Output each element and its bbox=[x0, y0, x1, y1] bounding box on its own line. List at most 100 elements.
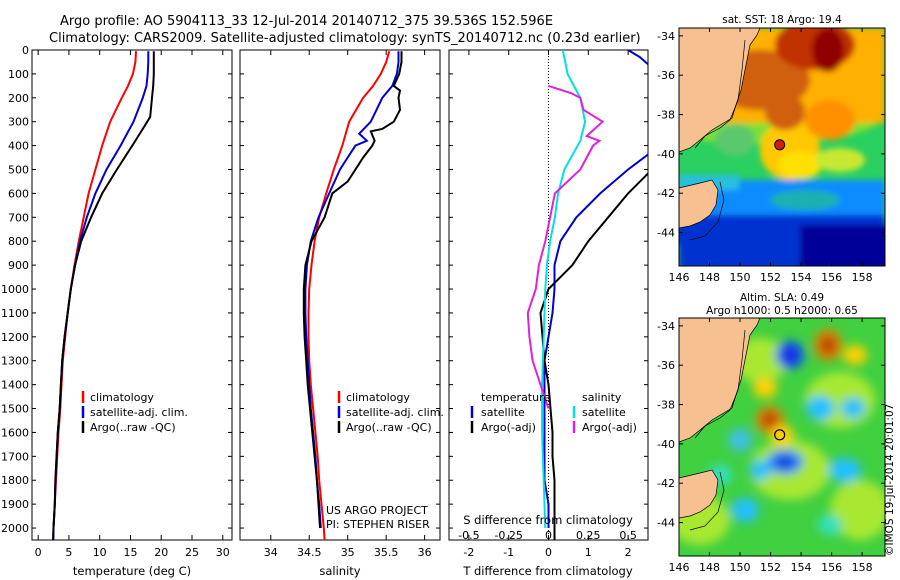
legend-satellite-adj: satellite-adj. clim. bbox=[90, 406, 188, 419]
temperature-xlabel: temperature (deg C) bbox=[73, 564, 191, 578]
sst_map-xtick-label: 158 bbox=[852, 271, 873, 284]
legend-t-satellite: satellite bbox=[481, 406, 525, 419]
imos-watermark: ©IMOS 19-Jul-2014 20:01:07 bbox=[884, 404, 896, 556]
difference-s-xtick-label: 0.5 bbox=[619, 529, 637, 542]
salinity-xtick-label: 36 bbox=[418, 546, 432, 559]
sla-contour bbox=[694, 329, 746, 439]
difference-lines bbox=[526, 50, 648, 540]
temperature-lines bbox=[52, 51, 155, 540]
difference-xtick-label: 2 bbox=[625, 546, 632, 559]
depth-tick-label: 900 bbox=[8, 259, 29, 272]
salinity-xtick-label: 35 bbox=[341, 546, 355, 559]
difference-xtick-label: -1 bbox=[503, 546, 514, 559]
difference-xlabel: T difference from climatology bbox=[462, 564, 633, 578]
temperature-xtick-label: 30 bbox=[216, 546, 230, 559]
depth-tick-label: 300 bbox=[8, 116, 29, 129]
sst_map-ytick-label: -36 bbox=[657, 69, 675, 82]
salinity-xtick-label: 34.5 bbox=[297, 546, 322, 559]
temperature-xtick-label: 5 bbox=[65, 546, 72, 559]
sst-map-title: sat. SST: 18 Argo: 19.4 bbox=[722, 14, 842, 26]
sla-map-title-line2: Argo h1000: 0.5 h2000: 0.65 bbox=[706, 305, 858, 317]
legend-t-argo: Argo(-adj) bbox=[481, 421, 536, 434]
sst_map-xtick-label: 152 bbox=[760, 271, 781, 284]
difference-s-xtick-label: -0.5 bbox=[458, 529, 479, 542]
legend-temperature-header: temperature bbox=[481, 391, 550, 404]
sst_map-ytick-label: -40 bbox=[657, 148, 675, 161]
depth-tick-label: 1200 bbox=[1, 331, 29, 344]
sla_map-ytick-label: -44 bbox=[657, 517, 675, 530]
sla-map-frame bbox=[678, 317, 886, 557]
sst-contour bbox=[689, 181, 725, 241]
difference-s-xtick-label: 0 bbox=[545, 529, 552, 542]
sst_map-ytick-label: -44 bbox=[657, 227, 675, 240]
sla-land-tasmania bbox=[679, 469, 719, 519]
depth-tick-label: 700 bbox=[8, 211, 29, 224]
temperature-xtick-label: 15 bbox=[123, 546, 137, 559]
depth-tick-label: 1100 bbox=[1, 307, 29, 320]
argo-float-marker bbox=[774, 429, 786, 441]
temperature-xtick-label: 25 bbox=[185, 546, 199, 559]
salinity-series-2 bbox=[302, 51, 403, 529]
sla-field bbox=[679, 329, 885, 545]
sst-contour bbox=[694, 39, 746, 149]
depth-tick-label: 2000 bbox=[1, 522, 29, 535]
sst_map-ytick-label: -42 bbox=[657, 187, 675, 200]
difference-s-xtick-label: 0.25 bbox=[576, 529, 601, 542]
sla_map-ytick-label: -38 bbox=[657, 399, 675, 412]
depth-tick-label: 0 bbox=[22, 44, 29, 57]
legend-s-satellite: satellite bbox=[582, 406, 626, 419]
legend-climatology: climatology bbox=[90, 391, 154, 404]
sst-map-frame bbox=[678, 27, 886, 267]
sla_map-xtick-label: 146 bbox=[669, 561, 690, 574]
sst_map-xtick-label: 156 bbox=[821, 271, 842, 284]
legend-argo: Argo(..raw -QC) bbox=[90, 421, 176, 434]
legend-climatology: climatology bbox=[346, 391, 410, 404]
depth-tick-label: 1500 bbox=[1, 403, 29, 416]
sst_map-xtick-label: 148 bbox=[699, 271, 720, 284]
difference-xtick-label: 0 bbox=[545, 546, 552, 559]
sla_map-xtick-label: 148 bbox=[699, 561, 720, 574]
difference-xtick-label: -2 bbox=[463, 546, 474, 559]
sla_map-ytick-label: -42 bbox=[657, 477, 675, 490]
depth-tick-label: 1700 bbox=[1, 450, 29, 463]
salinity-legend: climatology satellite-adj. clim. Argo(..… bbox=[337, 391, 444, 434]
sla_map-xtick-label: 152 bbox=[760, 561, 781, 574]
difference-panel-frame bbox=[448, 49, 649, 541]
salinity-xtick-label: 34 bbox=[264, 546, 278, 559]
sla_map-ytick-label: -36 bbox=[657, 359, 675, 372]
difference-xtick-label: 1 bbox=[585, 546, 592, 559]
sla_map-xtick-label: 156 bbox=[821, 561, 842, 574]
difference-legend: temperature salinity satellite Argo(-adj… bbox=[470, 391, 637, 434]
pi-annotation: PI: STEPHEN RISER bbox=[326, 518, 430, 531]
figure-title-line2: Climatology: CARS2009. Satellite-adjuste… bbox=[49, 31, 641, 46]
legend-salinity-header: salinity bbox=[582, 391, 622, 404]
salinity-xtick-label: 35.5 bbox=[374, 546, 399, 559]
depth-tick-label: 800 bbox=[8, 235, 29, 248]
depth-tick-label: 1800 bbox=[1, 474, 29, 487]
sla-map bbox=[679, 318, 885, 556]
map-axis-ticks: 146 148 150 152 154 156 158 -34 -36 -38 -40 -42 -44 1… bbox=[657, 28, 885, 574]
sst-map bbox=[679, 28, 885, 266]
legend-argo: Argo(..raw -QC) bbox=[346, 421, 432, 434]
salinity-series-0 bbox=[307, 50, 391, 540]
depth-tick-label: 1000 bbox=[1, 283, 29, 296]
sst_map-xtick-label: 146 bbox=[669, 271, 690, 284]
temperature-xtick-label: 0 bbox=[35, 546, 42, 559]
difference-s-xtick-label: -0.25 bbox=[494, 529, 522, 542]
temperature-xtick-label: 10 bbox=[93, 546, 107, 559]
salinity-xlabel: salinity bbox=[319, 564, 360, 578]
depth-tick-label: 1400 bbox=[1, 379, 29, 392]
argo-float-marker bbox=[774, 139, 786, 151]
sst_map-xtick-label: 154 bbox=[791, 271, 812, 284]
depth-tick-label: 600 bbox=[8, 187, 29, 200]
depth-tick-label: 500 bbox=[8, 164, 29, 177]
difference-series-0 bbox=[543, 50, 648, 528]
depth-tick-label: 1900 bbox=[1, 498, 29, 511]
sla_map-xtick-label: 150 bbox=[730, 561, 751, 574]
sst_map-ytick-label: -38 bbox=[657, 109, 675, 122]
difference-series-3 bbox=[526, 84, 605, 409]
sla_map-ytick-label: -34 bbox=[657, 320, 675, 333]
sla_map-ytick-label: -40 bbox=[657, 438, 675, 451]
temperature-series-2 bbox=[52, 51, 155, 540]
